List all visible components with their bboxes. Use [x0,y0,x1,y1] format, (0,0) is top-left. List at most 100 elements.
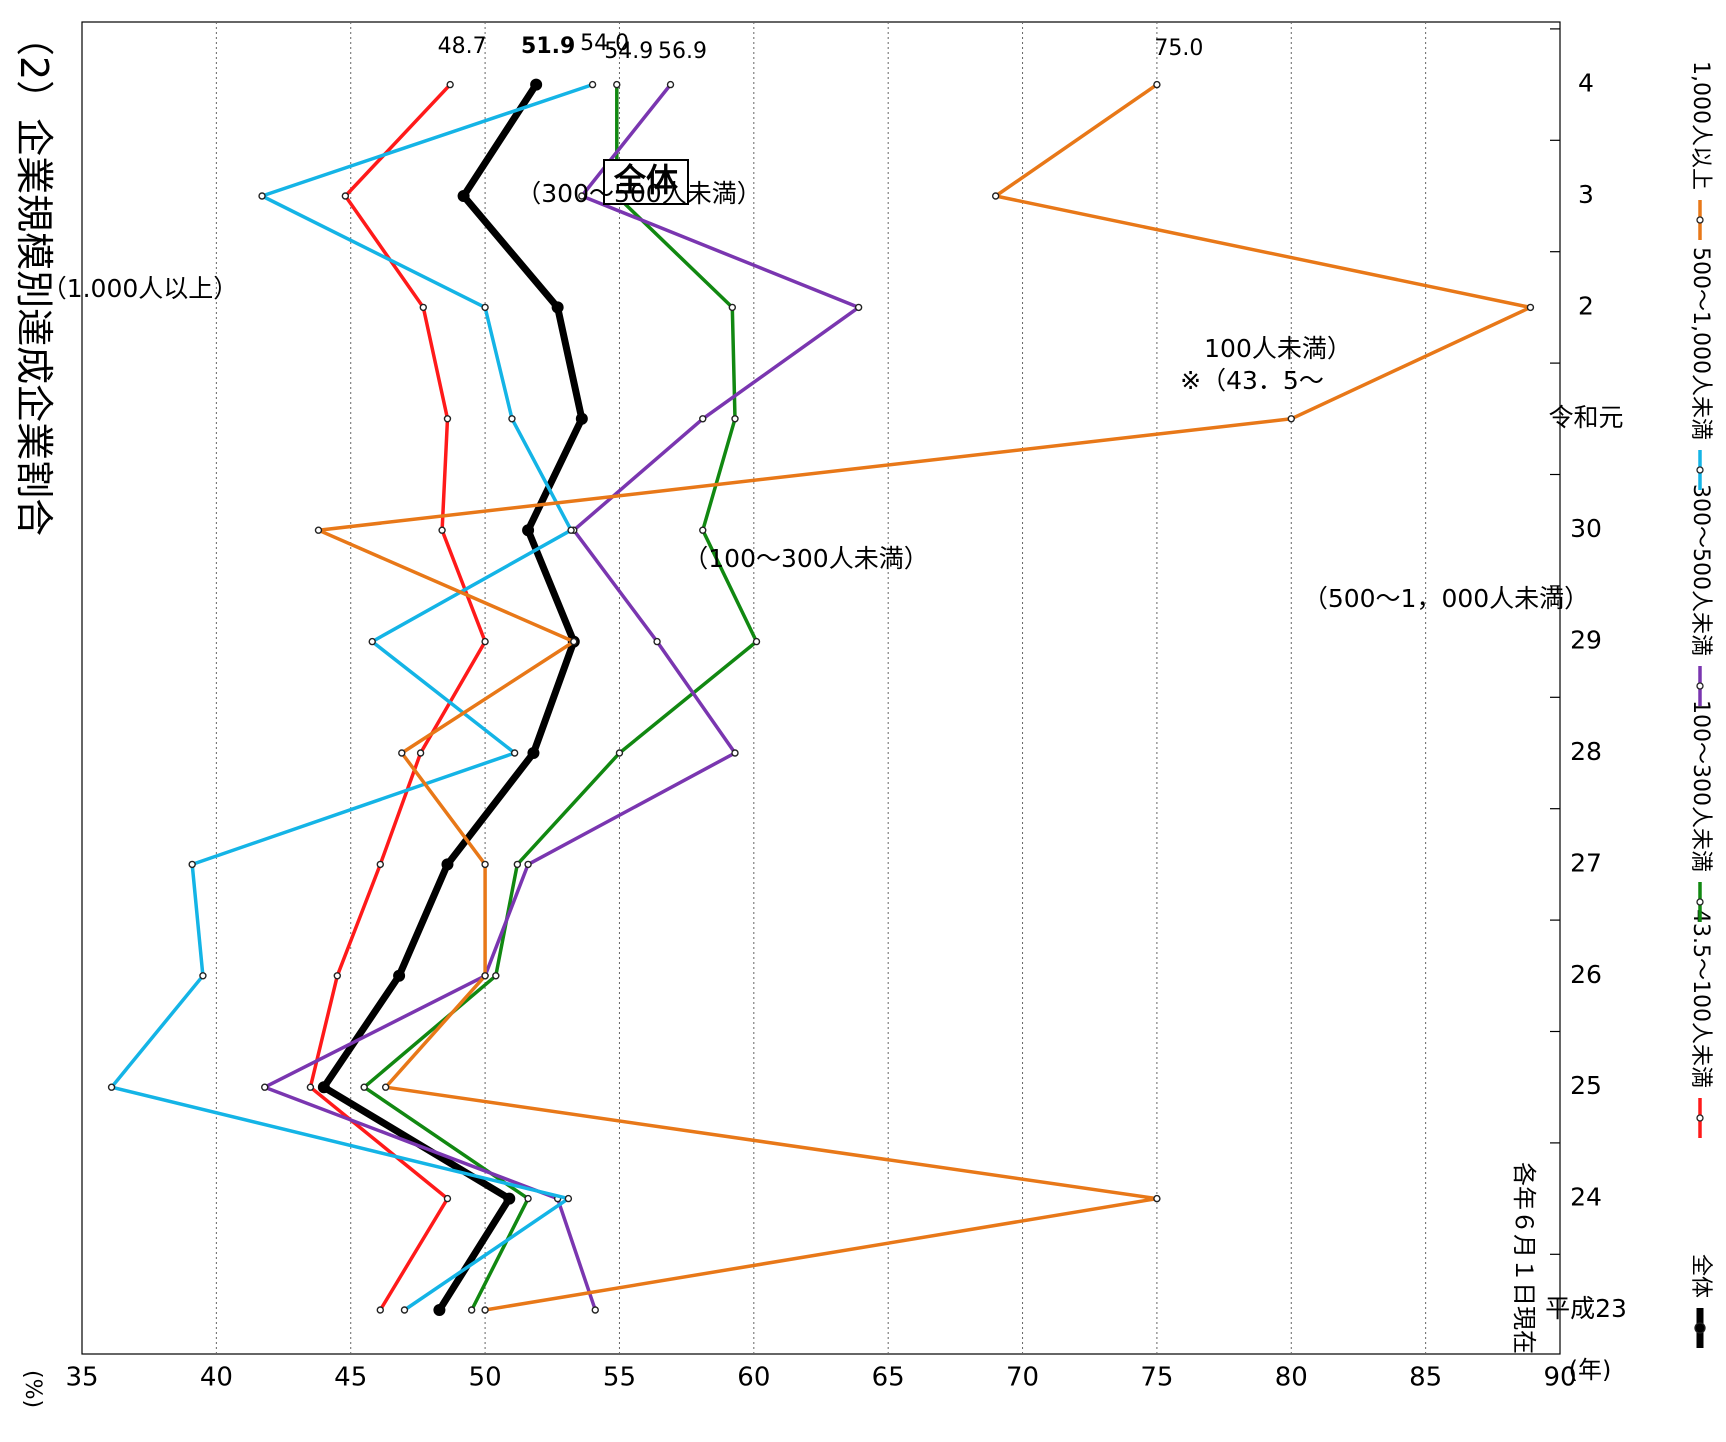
data-point-s43 [306,1083,315,1091]
data-point-s1000 [991,192,1000,200]
data-point-s1000 [481,1306,489,1314]
series-all [317,78,588,1316]
legend-label-s300: 300～500人未満 [1688,484,1713,656]
legend-marker-s300 [1696,682,1704,690]
data-point-s500 [199,972,207,980]
data-point-all [433,1304,446,1316]
x-tick-label: 平成23 [1545,1294,1627,1323]
data-point-s500 [258,192,266,200]
gridlines [215,22,1427,1354]
data-point-s43 [446,80,454,89]
series-line-s43 [308,82,487,1312]
legend: 全体 43.5～100人未満 100～300人未満 300～500人未満 500～1,0… [1688,61,1713,1348]
legend-item-all: 全体 [1688,1254,1713,1348]
x-tick-label: 令和元 [1548,403,1623,432]
data-point-all [527,747,540,759]
data-point-s500 [107,1083,116,1091]
data-point-s300 [854,303,863,312]
year-tick-labels: 平成23 24 25 26 27 28 29 30 令和元 2 3 4 [1545,69,1627,1323]
y-tick-label-60: 60 [737,1363,770,1393]
data-point-s100 [752,637,761,646]
x-tick-label: 2 [1578,291,1594,320]
data-point-s1000 [570,637,578,646]
data-point-s43 [376,860,384,869]
chart-title: （2）企業規模別達成企業割合 [12,18,56,536]
data-point-s43 [481,637,489,646]
legend-item-s500: 500～1,000人未満 [1688,247,1713,490]
end-label-all: 51.9 [521,34,575,59]
data-point-all [393,969,406,982]
series-layer [107,78,1535,1316]
data-point-s300 [653,637,661,646]
x-tick-label: 30 [1570,514,1602,543]
legend-marker-s100 [1696,898,1704,906]
x-tick-label: 27 [1570,848,1602,877]
data-point-s500 [567,526,575,534]
y-tick-label-40: 40 [200,1363,233,1393]
data-point-s43 [416,749,425,757]
data-point-all [575,412,588,425]
x-tick-label: 29 [1570,626,1602,655]
y-unit-label: (%) [20,1370,45,1408]
series-s100 [360,80,761,1314]
series-s1000 [314,80,1535,1314]
data-point-all [551,301,564,314]
data-point-all [522,524,535,537]
data-point-s500 [588,80,597,89]
series-line-s100 [362,82,759,1312]
y-tick-label-70: 70 [1006,1363,1039,1393]
legend-marker-s500 [1696,466,1704,474]
y-tick-label-50: 50 [469,1363,502,1393]
y-tick-label-45: 45 [334,1363,367,1393]
legend-marker-all [1694,1322,1706,1334]
series-annotation: 全体 [613,161,678,199]
data-point-s500 [564,1194,573,1203]
legend-marker-s1000 [1696,216,1704,224]
data-point-all [457,190,470,202]
data-point-s300 [524,860,532,869]
data-point-s100 [728,303,737,312]
data-point-all [441,858,454,871]
data-point-s1000 [1153,1194,1161,1203]
data-point-s100 [513,860,522,869]
data-point-s500 [188,860,196,869]
data-point-s43 [333,972,341,980]
data-point-s500 [400,1306,409,1314]
data-point-s100 [731,415,739,423]
end-label-s500: 54.0 [580,31,629,56]
data-point-all [530,78,543,91]
data-point-s43 [443,415,452,423]
legend-item-s1000: 1,000人以上 [1688,61,1713,240]
series-line-s500 [109,82,595,1312]
series-annotation: （300～500人未満） [516,179,761,208]
data-point-s100 [615,749,624,757]
data-point-s1000 [481,860,489,869]
end-label-s300: 56.9 [658,39,707,64]
legend-item-s300: 300～500人未満 [1688,484,1713,706]
legend-item-s100: 100～300人未満 [1688,700,1713,922]
plot-frame [81,21,1561,1355]
x-tick-label: 24 [1570,1183,1602,1212]
data-point-s1000 [398,749,406,757]
legend-marker-s43 [1696,1114,1704,1122]
data-point-s300 [699,415,707,423]
data-point-s500 [481,303,489,312]
data-point-s1000 [481,972,489,980]
legend-label-s500: 500～1,000人未満 [1688,247,1713,440]
y-tick-label-65: 65 [872,1363,905,1393]
data-point-s300 [591,1306,599,1314]
y-tick-label-80: 80 [1275,1363,1308,1393]
data-point-s300 [578,192,586,200]
data-point-s100 [524,1194,532,1203]
y-tick-label-75: 75 [1140,1363,1173,1393]
data-point-s500 [368,637,376,646]
data-point-s500 [508,415,516,423]
end-value-labels: 51.9 48.7 54.9 56.9 54.0 75.0 [438,31,1204,64]
legend-label-s43: 43.5～100人未満 [1688,909,1713,1088]
series-line-all [320,81,586,1314]
data-point-s43 [419,303,427,312]
end-label-s1000: 75.0 [1154,36,1203,61]
data-point-s300 [666,80,675,89]
data-point-s1000 [1526,303,1535,312]
